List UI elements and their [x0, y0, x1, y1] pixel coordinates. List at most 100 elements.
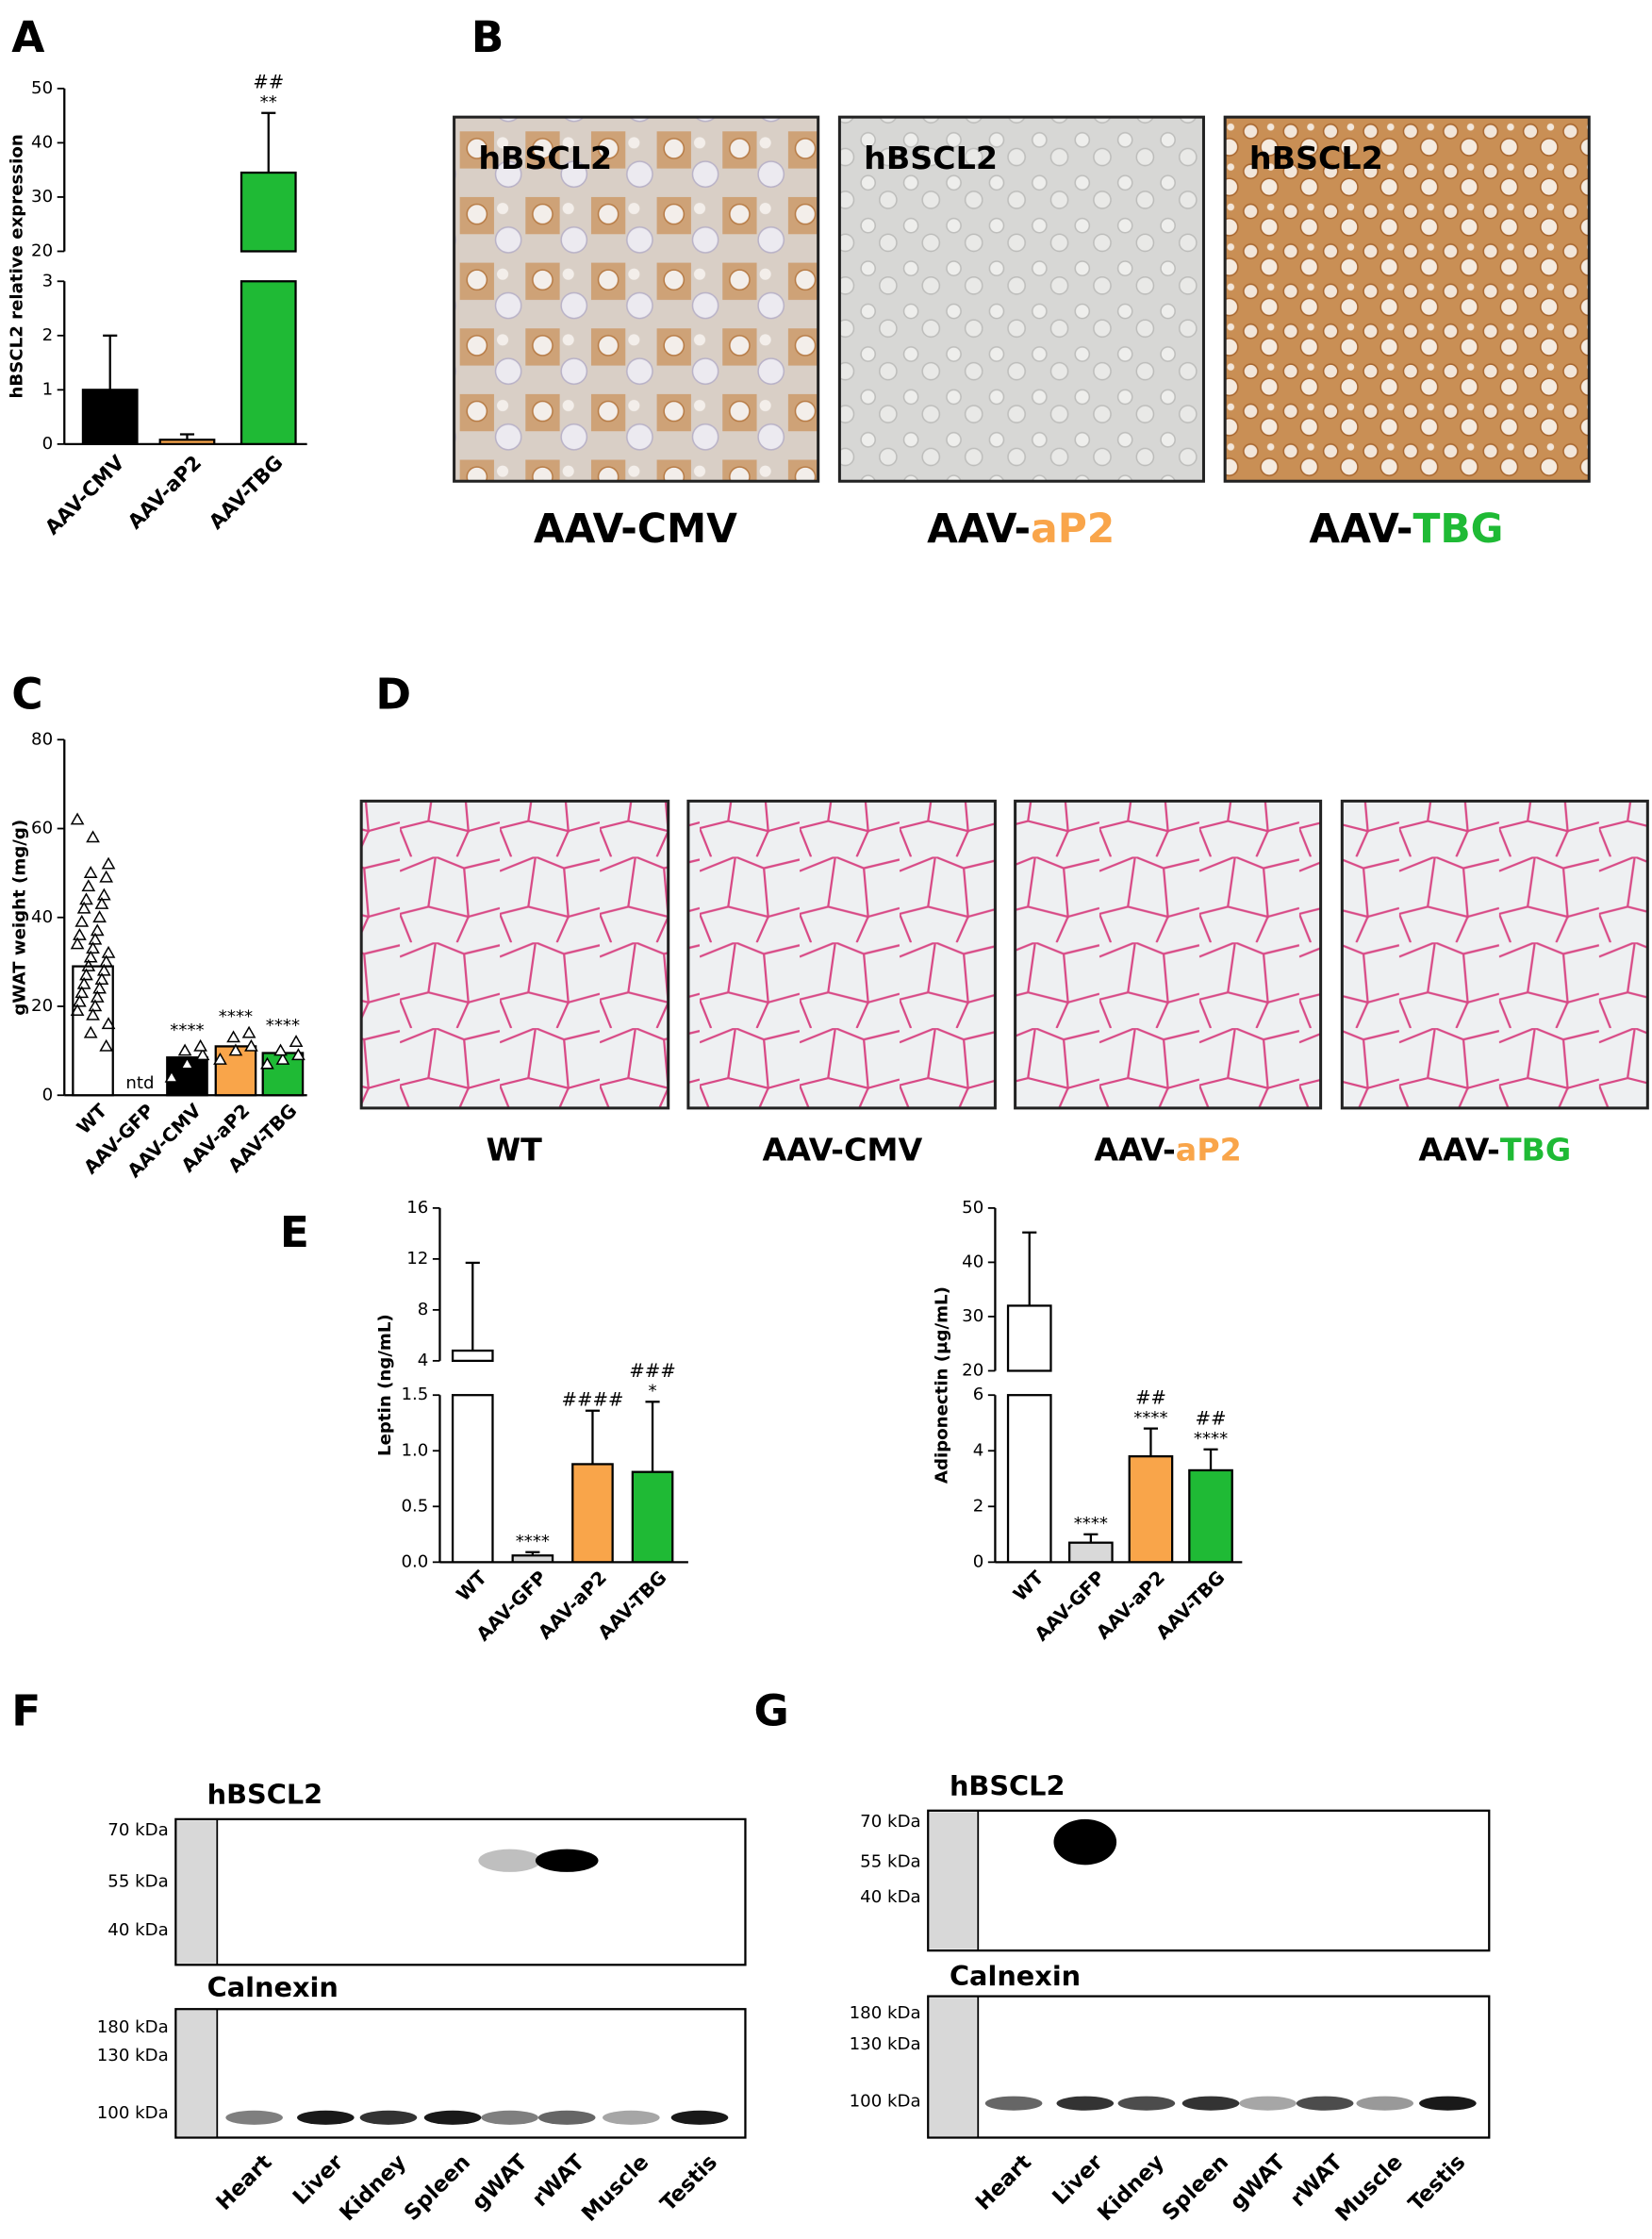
bar — [511, 1554, 554, 1564]
ladder — [176, 2010, 216, 2136]
y-axis-label: Leptin (ng/mL) — [375, 1314, 395, 1456]
y-tick-label: 1.0 — [401, 1440, 428, 1460]
caption-part: AAV- — [1309, 506, 1412, 552]
band — [1056, 2096, 1115, 2111]
data-point — [101, 945, 116, 958]
data-point — [83, 1025, 98, 1038]
y-tick-label: 1 — [42, 379, 54, 399]
band — [481, 2110, 538, 2125]
bar — [571, 1463, 614, 1564]
lane-label: gWAT — [1226, 2149, 1291, 2214]
data-point — [99, 870, 114, 883]
panel-d-images: WT AAV-CMV AAV-aP2 AAV-TBG — [359, 799, 1649, 1168]
blot-membrane — [174, 1817, 747, 1966]
stain-label: hBSCL2 — [478, 140, 612, 176]
data-point — [73, 928, 87, 940]
x-tick-label: WT — [1009, 1567, 1049, 1606]
caption: AAV-TBG — [1309, 506, 1503, 552]
y-tick-label: 16 — [406, 1198, 428, 1218]
size-marker: 100 kDa — [850, 2092, 921, 2112]
caption: AAV-aP2 — [927, 506, 1115, 552]
bar — [1006, 1304, 1052, 1372]
y-tick-label: 50 — [31, 78, 53, 98]
y-axis-label: hBSCL2 relative expression — [7, 134, 26, 398]
band — [1053, 1818, 1117, 1866]
caption-part: aP2 — [1176, 1131, 1242, 1168]
y-tick-label: 3 — [42, 271, 54, 290]
size-marker: 100 kDa — [97, 2103, 169, 2123]
significance: #### — [561, 1389, 623, 1411]
data-point — [86, 941, 100, 954]
caption-part: AAV- — [1094, 1131, 1175, 1168]
y-tick-label: 4 — [418, 1351, 429, 1370]
y-tick-label: 0 — [42, 434, 54, 454]
size-marker: 70 kDa — [107, 1820, 169, 1840]
band — [1117, 2096, 1176, 2111]
data-point — [74, 986, 90, 999]
blot-label: hBSCL2 — [950, 1770, 1066, 1802]
size-marker: 40 kDa — [107, 1920, 169, 1940]
band — [1296, 2096, 1354, 2111]
panel-label: C — [11, 669, 42, 719]
lane-label: gWAT — [468, 2149, 533, 2214]
bar — [451, 1394, 494, 1564]
y-tick-label: 2 — [973, 1496, 984, 1516]
blot-membrane — [927, 1995, 1491, 2139]
significance: **** — [1074, 1514, 1108, 1534]
data-point — [79, 892, 93, 905]
caption: AAV-aP2 — [1094, 1131, 1242, 1168]
data-point — [99, 954, 114, 968]
micrograph — [1223, 115, 1591, 483]
y-tick-label: 40 — [31, 132, 53, 152]
data-point — [70, 937, 85, 950]
y-tick-label: 20 — [31, 996, 53, 1016]
data-point — [226, 1030, 240, 1043]
y-axis-label: Adiponectin (μg/mL) — [932, 1286, 951, 1484]
significance: * — [649, 1382, 657, 1401]
bar — [1006, 1394, 1052, 1564]
caption-part: AAV-CMV — [534, 506, 737, 552]
lane-label: Heart — [211, 2150, 276, 2215]
band — [670, 2110, 729, 2125]
y-tick-label: 30 — [962, 1306, 983, 1326]
data-point — [101, 856, 116, 870]
bar — [631, 1470, 674, 1564]
stain-label: hBSCL2 — [1249, 140, 1383, 176]
panel-label: E — [280, 1207, 309, 1257]
panel-label: F — [11, 1685, 41, 1735]
ladder — [929, 1998, 977, 2136]
lane-label: Spleen — [400, 2150, 475, 2226]
significance: ## — [1196, 1407, 1227, 1429]
size-marker: 180 kDa — [850, 2003, 921, 2023]
data-point — [241, 1025, 256, 1038]
data-point — [83, 950, 98, 963]
ladder — [929, 1812, 977, 1949]
caption-part: WT — [486, 1131, 542, 1168]
data-point — [193, 1038, 207, 1052]
micrograph — [453, 115, 820, 483]
data-point — [86, 1007, 100, 1020]
significance: ## — [1135, 1386, 1166, 1408]
data-point — [289, 1035, 304, 1048]
data-point — [70, 812, 85, 825]
lane-label: rWAT — [528, 2149, 590, 2212]
data-point — [291, 1048, 306, 1061]
significance: **** — [219, 1007, 253, 1027]
y-tick-label: 2 — [42, 325, 54, 345]
caption-part: AAV- — [1418, 1131, 1499, 1168]
y-tick-label: 4 — [973, 1440, 984, 1460]
y-tick-label: 20 — [962, 1360, 983, 1380]
significance: ** — [260, 92, 277, 112]
significance: **** — [266, 1016, 300, 1036]
data-point — [275, 1052, 290, 1065]
data-point — [99, 1038, 114, 1052]
y-tick-label: 40 — [962, 1252, 983, 1271]
y-tick-label: 0 — [42, 1085, 54, 1104]
y-axis-label: gWAT weight (mg/g) — [9, 820, 29, 1016]
data-point — [81, 959, 96, 971]
bar — [1068, 1541, 1114, 1564]
x-tick-label: AAV-TBG — [204, 451, 287, 534]
x-tick-label: WT — [73, 1100, 112, 1139]
band — [1181, 2096, 1240, 2111]
band — [603, 2110, 660, 2125]
